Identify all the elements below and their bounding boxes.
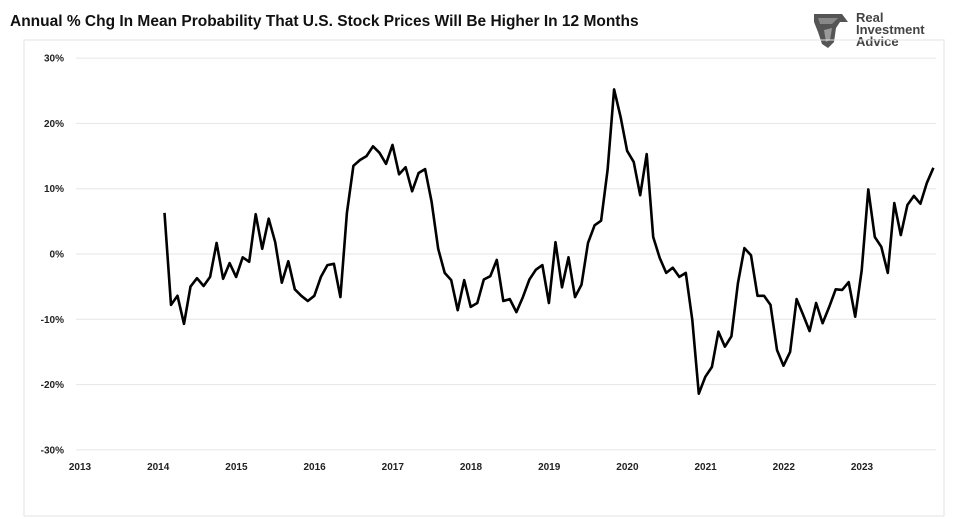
chart-frame: [23, 39, 945, 517]
x-tick-label: 2017: [382, 462, 405, 473]
x-tick-label: 2020: [616, 462, 639, 473]
logo-line: Advice: [856, 34, 899, 49]
y-tick-label: -10%: [41, 315, 64, 326]
logo-line: Investment: [856, 22, 925, 37]
chart-title: Annual % Chg In Mean Probability That U.…: [10, 13, 639, 30]
x-tick-label: 2016: [303, 462, 326, 473]
y-tick-label: 0%: [50, 250, 65, 261]
y-tick-label: 30%: [44, 54, 64, 65]
series-line: [163, 88, 935, 395]
y-tick-label: 20%: [44, 119, 64, 130]
x-tick-label: 2021: [694, 462, 717, 473]
y-tick-label: -20%: [41, 380, 64, 391]
x-tick-label: 2019: [538, 462, 561, 473]
x-tick-label: 2013: [69, 462, 92, 473]
x-tick-label: 2015: [225, 462, 248, 473]
logo-line: Real: [856, 10, 884, 25]
x-tick-label: 2023: [851, 462, 874, 473]
x-tick-label: 2018: [460, 462, 483, 473]
y-tick-label: -30%: [41, 445, 64, 456]
logo: Real Investment Advice: [812, 8, 942, 52]
y-tick-label: 10%: [44, 184, 64, 195]
x-tick-label: 2022: [773, 462, 796, 473]
x-tick-label: 2014: [147, 462, 170, 473]
logo-text: Real Investment Advice: [856, 10, 925, 49]
